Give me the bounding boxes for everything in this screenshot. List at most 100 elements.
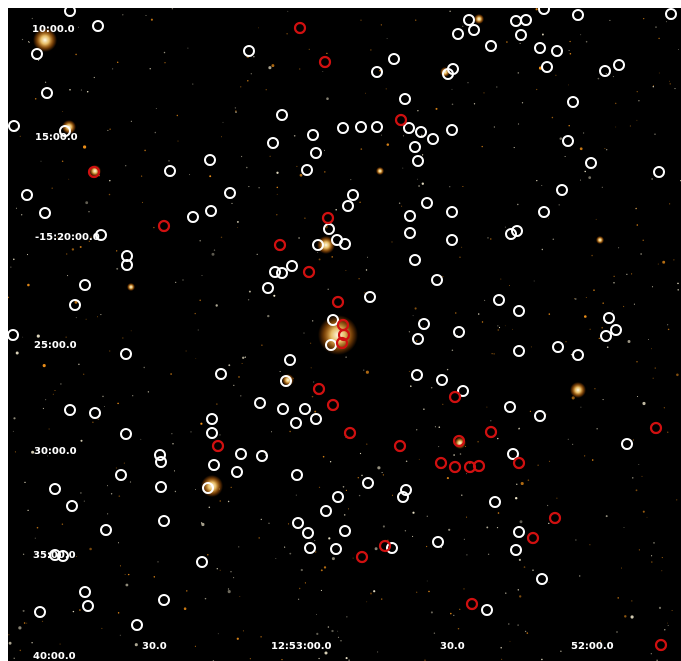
source-marker-white	[400, 484, 412, 496]
star-point	[426, 515, 428, 517]
star-point	[466, 516, 468, 518]
star-point	[107, 485, 108, 487]
source-marker-white	[310, 413, 322, 425]
star-point	[222, 121, 224, 123]
star-point	[268, 522, 270, 525]
star-point	[636, 395, 639, 398]
star-point	[116, 267, 119, 270]
star-point	[93, 76, 95, 79]
star-point	[315, 551, 317, 553]
source-marker-red	[211, 439, 225, 453]
star-point	[216, 567, 219, 570]
star-point	[671, 609, 673, 612]
source-marker-red	[293, 21, 307, 35]
star-point	[517, 624, 519, 626]
star-point	[486, 526, 489, 529]
source-marker-white	[231, 466, 243, 478]
star-point	[42, 407, 44, 410]
star-point	[72, 610, 75, 613]
star-point	[97, 316, 99, 318]
star-point	[556, 497, 558, 499]
star-point	[345, 657, 348, 660]
star-point	[380, 134, 382, 136]
star-point	[537, 464, 539, 466]
source-marker-white	[562, 135, 574, 147]
star-point	[461, 494, 463, 496]
star-point	[107, 129, 109, 131]
star-point	[42, 364, 46, 368]
star-point	[204, 597, 207, 600]
star-point	[529, 410, 532, 412]
star-point	[14, 451, 16, 453]
star-point	[599, 640, 601, 642]
star-point	[15, 351, 19, 355]
source-marker-white	[224, 187, 236, 199]
star-point	[658, 37, 660, 40]
star-point	[569, 40, 571, 43]
white-source-markers	[8, 8, 677, 631]
star-point	[416, 178, 418, 180]
star-point	[509, 285, 510, 287]
star-point	[233, 384, 235, 387]
star-point	[519, 595, 522, 598]
star-point	[40, 160, 42, 162]
source-marker-white	[292, 517, 304, 529]
star-point	[236, 220, 239, 223]
star-point	[328, 537, 331, 540]
source-marker-white	[82, 600, 94, 612]
source-marker-white	[536, 573, 548, 585]
source-marker-white	[49, 549, 61, 561]
ra-label: 12:53:00.0	[271, 641, 332, 652]
source-marker-white	[621, 438, 633, 450]
star-point	[536, 179, 538, 182]
star-point	[258, 187, 260, 189]
star-point	[658, 72, 660, 74]
star-point	[164, 62, 166, 64]
star-point	[200, 422, 203, 425]
star-point	[65, 336, 67, 338]
star-point	[513, 147, 515, 149]
star-point	[310, 367, 312, 369]
star-point	[416, 429, 418, 431]
source-marker-white	[600, 330, 612, 342]
star-point	[669, 203, 671, 205]
source-marker-white	[347, 189, 359, 201]
star-point	[519, 520, 523, 524]
star-point	[62, 654, 64, 656]
star-point	[350, 179, 352, 181]
star-point	[287, 523, 290, 525]
source-marker-white	[520, 14, 532, 26]
source-marker-white	[457, 385, 469, 397]
star-point	[102, 395, 104, 398]
source-marker-white	[331, 234, 343, 246]
star-point	[61, 523, 64, 525]
source-marker-white	[304, 542, 316, 554]
star-point	[311, 395, 314, 398]
source-marker-white	[364, 291, 376, 303]
star-point	[616, 631, 618, 633]
source-marker-white	[79, 586, 91, 598]
star-point	[433, 632, 436, 634]
source-marker-white	[120, 348, 132, 360]
star-point	[122, 14, 124, 16]
star-point	[545, 413, 547, 415]
source-marker-white	[299, 403, 311, 415]
star-point	[385, 88, 387, 90]
star-point	[86, 91, 89, 93]
source-marker-white	[202, 482, 214, 494]
dec-label: 25:00.0	[34, 340, 77, 351]
star-point	[115, 467, 118, 469]
source-marker-white	[489, 496, 501, 508]
star-point	[640, 253, 642, 255]
star-point	[286, 33, 288, 35]
star-point	[36, 334, 40, 338]
star-point	[129, 481, 132, 483]
star-point	[636, 224, 639, 226]
star-point	[314, 540, 316, 542]
star-point	[31, 17, 33, 20]
source-marker-white	[534, 42, 546, 54]
ra-label: 30.0	[142, 641, 167, 652]
ra-label: 52:00.0	[571, 641, 614, 652]
source-marker-white	[409, 254, 421, 266]
star-point	[517, 589, 520, 591]
